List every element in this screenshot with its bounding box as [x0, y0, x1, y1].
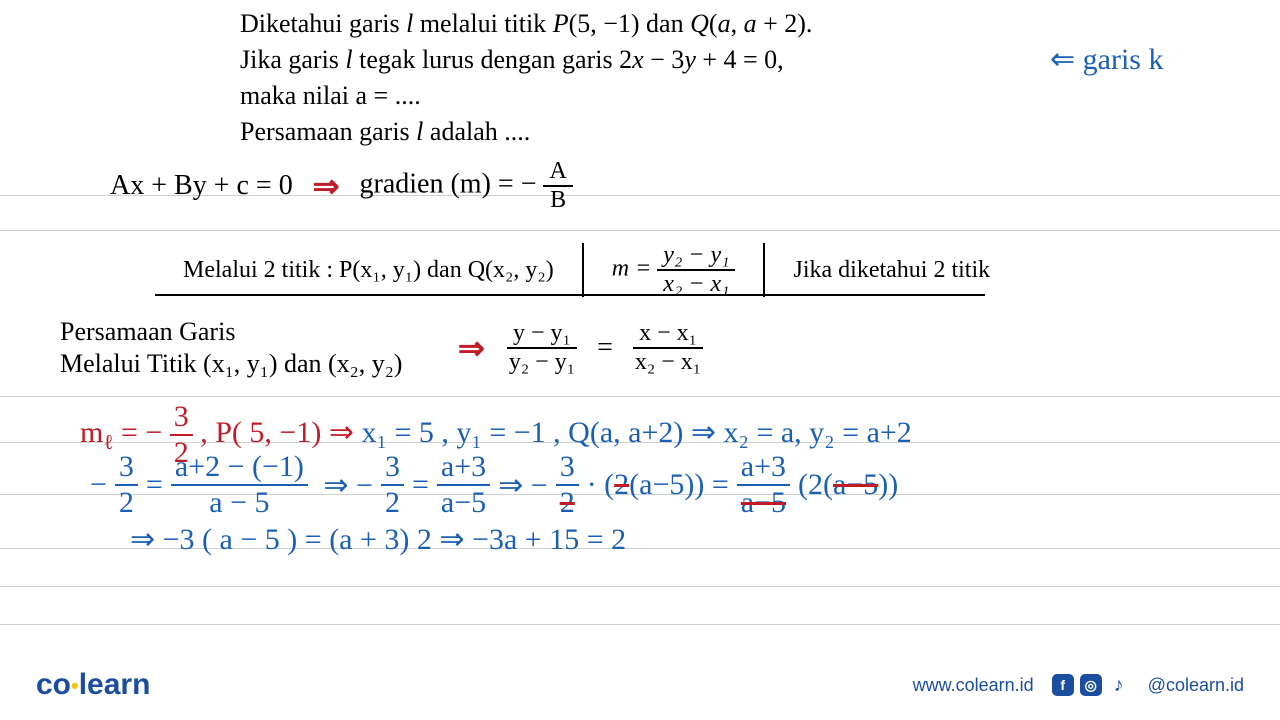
social-icons: f ◎ ♪: [1052, 674, 1130, 696]
underline: [155, 294, 985, 296]
tiktok-icon: ♪: [1108, 674, 1130, 696]
annotation-garis-k: ⇐ garis k: [1050, 42, 1163, 77]
problem-line: Persamaan garis l adalah ....: [240, 114, 812, 150]
gradient-label: gradien (m) = − A B: [360, 158, 573, 214]
footer-url: www.colearn.id: [913, 675, 1034, 696]
fraction: a+3a−5: [437, 452, 490, 518]
problem-line: maka nilai a = ....: [240, 78, 812, 114]
two-points-note: Jika diketahui 2 titik: [765, 253, 1018, 288]
footer-handle: @colearn.id: [1148, 675, 1244, 696]
problem-statement: Diketahui garis l melalui titik P(5, −1)…: [240, 6, 812, 150]
fraction: 32: [556, 452, 579, 518]
footer-right: www.colearn.id f ◎ ♪ @colearn.id: [913, 674, 1244, 696]
handwriting-line-3: ⇒ −3 ( a − 5 ) = (a + 3) 2 ⇒ −3a + 15 = …: [130, 522, 626, 557]
dot-icon: •: [71, 673, 79, 698]
rule-line: [0, 230, 1280, 231]
footer: co•learn www.colearn.id f ◎ ♪ @colearn.i…: [0, 668, 1280, 702]
handwriting-line-2: − 32 = a+2 − (−1)a − 5 ⇒ − 32 = a+3a−5 ⇒…: [90, 452, 898, 518]
general-line-form: Ax + By + c = 0: [110, 170, 293, 202]
problem-line: Jika garis l tegak lurus dengan garis 2x…: [240, 42, 812, 78]
brand-logo: co•learn: [36, 668, 150, 702]
gradient-formula: Ax + By + c = 0 ⇒ gradien (m) = − A B: [110, 158, 573, 214]
rule-line: [0, 586, 1280, 587]
fraction: a+3a−5: [737, 452, 790, 518]
facebook-icon: f: [1052, 674, 1074, 696]
fraction: x − x₁ x₂ − x₁: [629, 320, 707, 376]
fraction: A B: [543, 158, 572, 214]
instagram-icon: ◎: [1080, 674, 1102, 696]
arrow-icon: ⇒: [458, 329, 485, 367]
line-equation-label: Persamaan Garis Melalui Titik (x₁, y₁) d…: [60, 316, 440, 380]
slope-formula: m = y₂ − y₁ x₂ − x₁: [584, 238, 764, 302]
two-points-label: Melalui 2 titik : P(x₁, y₁) dan Q(x₂, y₂…: [155, 253, 582, 288]
rule-line: [0, 396, 1280, 397]
fraction: 32: [115, 452, 138, 518]
slope-two-points-row: Melalui 2 titik : P(x₁, y₁) dan Q(x₂, y₂…: [155, 238, 1018, 302]
page-root: Diketahui garis l melalui titik P(5, −1)…: [0, 0, 1280, 720]
problem-line: Diketahui garis l melalui titik P(5, −1)…: [240, 6, 812, 42]
line-equation-row: Persamaan Garis Melalui Titik (x₁, y₁) d…: [60, 316, 707, 380]
rule-line: [0, 624, 1280, 625]
fraction: a+2 − (−1)a − 5: [171, 452, 308, 518]
fraction: y₂ − y₁ x₂ − x₁: [657, 242, 735, 298]
fraction: y − y₁ y₂ − y₁: [503, 320, 581, 376]
fraction: 32: [381, 452, 404, 518]
arrow-icon: ⇒: [313, 167, 340, 205]
line-equation-formula: y − y₁ y₂ − y₁ = x − x₁ x₂ − x₁: [503, 320, 707, 376]
